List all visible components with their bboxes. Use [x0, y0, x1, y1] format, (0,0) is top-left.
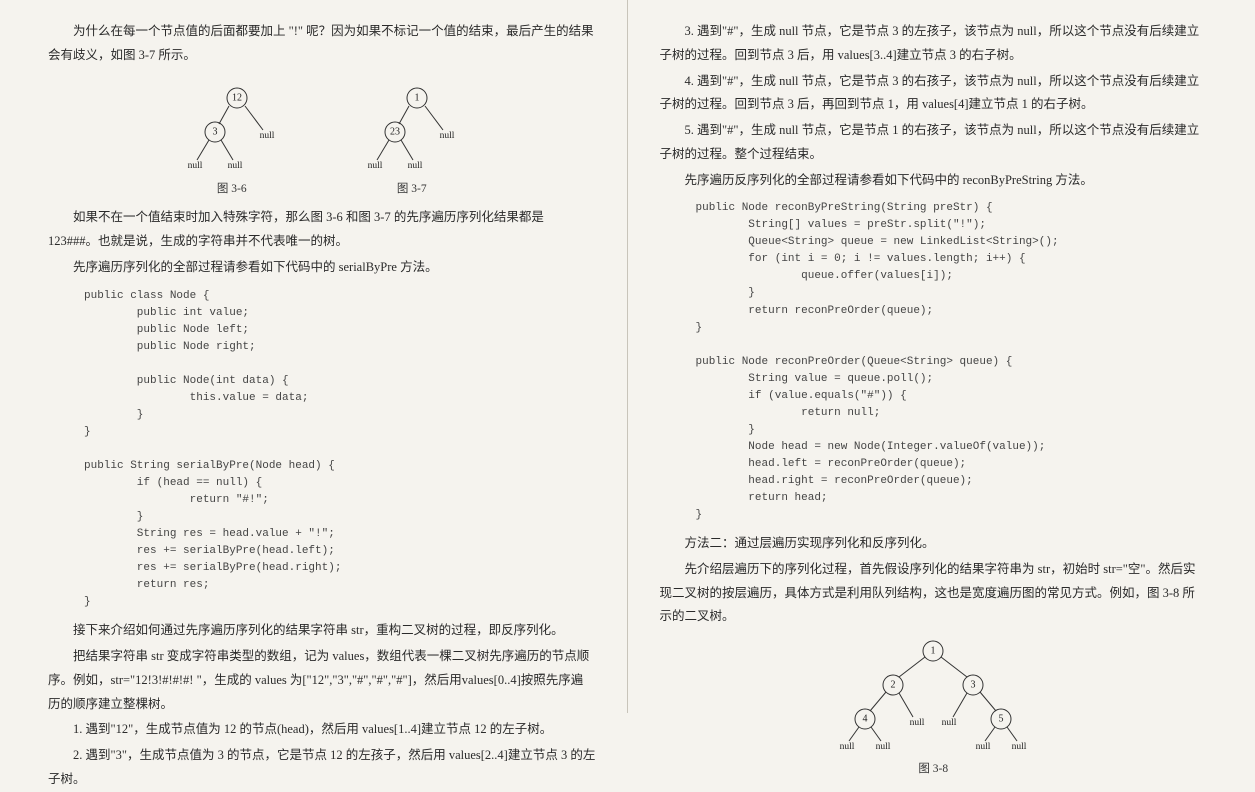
svg-text:null: null: [942, 718, 957, 728]
para-3: 先序遍历序列化的全部过程请参看如下代码中的 serialByPre 方法。: [48, 256, 596, 280]
right-page: 3. 遇到"#"，生成 null 节点，它是节点 3 的左孩子，该节点为 nul…: [628, 0, 1255, 713]
svg-text:23: 23: [390, 126, 400, 137]
caption-3-6: 图 3-6: [177, 179, 287, 201]
left-page: 为什么在每一个节点值的后面都要加上 "!" 呢？因为如果不标记一个值的结束，最后…: [0, 0, 628, 713]
r-para-4: 先序遍历反序列化的全部过程请参看如下代码中的 reconByPreString …: [660, 169, 1208, 193]
svg-text:null: null: [876, 742, 891, 752]
r-para-3: 5. 遇到"#"，生成 null 节点，它是节点 1 的右孩子，该节点为 nul…: [660, 119, 1208, 167]
tree-diagram-3-8: 1 2 3 4 5 null null null null null null: [813, 635, 1053, 755]
caption-3-7: 图 3-7: [357, 179, 467, 201]
r-para-6: 先介绍层遍历下的序列化过程，首先假设序列化的结果字符串为 str，初始时 str…: [660, 558, 1208, 629]
para-2: 如果不在一个值结束时加入特殊字符，那么图 3-6 和图 3-7 的先序遍历序列化…: [48, 206, 596, 254]
code-serialByPre: public class Node { public int value; pu…: [84, 288, 596, 612]
svg-text:null: null: [910, 718, 925, 728]
para-7: 2. 遇到"3"，生成节点值为 3 的节点，它是节点 12 的左孩子，然后用 v…: [48, 744, 596, 792]
svg-text:null: null: [187, 161, 202, 171]
figure-row-3-6-3-7: 123nullnullnull 图 3-6 123nullnullnull 图 …: [48, 80, 596, 201]
svg-text:3: 3: [971, 680, 976, 691]
svg-text:null: null: [439, 131, 454, 141]
svg-text:12: 12: [232, 92, 242, 103]
svg-text:null: null: [407, 161, 422, 171]
figure-3-8: 1 2 3 4 5 null null null null null null 图 3-8: [660, 635, 1208, 781]
r-para-2: 4. 遇到"#"，生成 null 节点，它是节点 3 的右孩子，该节点为 nul…: [660, 70, 1208, 118]
tree-diagram-3-6: 12 3 null null null: [177, 80, 287, 175]
svg-text:null: null: [259, 131, 274, 141]
svg-text:5: 5: [999, 714, 1004, 725]
para-6: 1. 遇到"12"，生成节点值为 12 的节点(head)，然后用 values…: [48, 718, 596, 742]
svg-text:null: null: [976, 742, 991, 752]
svg-text:null: null: [840, 742, 855, 752]
svg-text:1: 1: [931, 646, 936, 657]
para-5: 把结果字符串 str 变成字符串类型的数组，记为 values，数组代表一棵二叉…: [48, 645, 596, 716]
svg-text:2: 2: [891, 680, 896, 691]
r-para-1: 3. 遇到"#"，生成 null 节点，它是节点 3 的左孩子，该节点为 nul…: [660, 20, 1208, 68]
svg-text:null: null: [1012, 742, 1027, 752]
figure-3-6: 12 3 null null null 图 3-6: [177, 80, 287, 201]
svg-text:null: null: [367, 161, 382, 171]
para-4: 接下来介绍如何通过先序遍历序列化的结果字符串 str，重构二叉树的过程，即反序列…: [48, 619, 596, 643]
caption-3-8: 图 3-8: [660, 759, 1208, 781]
svg-text:4: 4: [863, 714, 868, 725]
svg-text:1: 1: [414, 92, 419, 103]
code-reconByPreString: public Node reconByPreString(String preS…: [696, 200, 1208, 524]
figure-3-7: 1 23 null null null 图 3-7: [357, 80, 467, 201]
para-intro: 为什么在每一个节点值的后面都要加上 "!" 呢？因为如果不标记一个值的结束，最后…: [48, 20, 596, 68]
r-para-5: 方法二：通过层遍历实现序列化和反序列化。: [660, 532, 1208, 556]
tree-diagram-3-7: 1 23 null null null: [357, 80, 467, 175]
svg-text:3: 3: [212, 126, 217, 137]
svg-text:null: null: [227, 161, 242, 171]
